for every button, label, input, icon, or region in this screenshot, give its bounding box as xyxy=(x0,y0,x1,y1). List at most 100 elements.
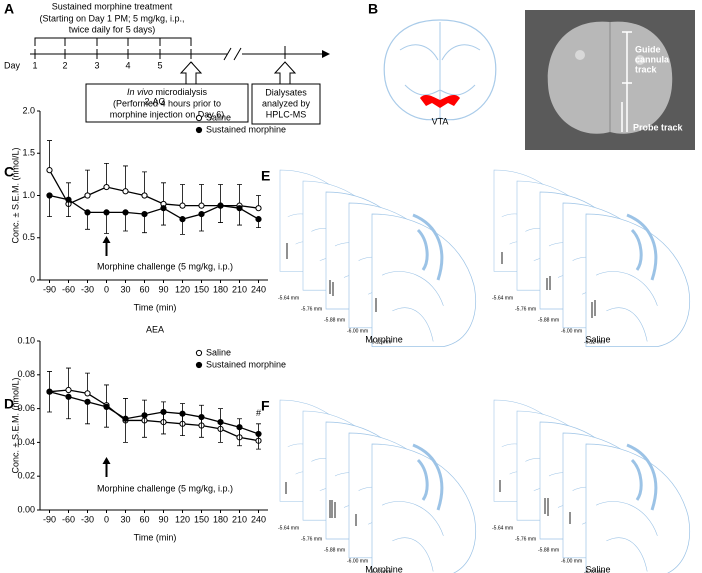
section-detail xyxy=(596,271,658,342)
panel-label: A xyxy=(4,1,14,17)
section-level: -5.76 mm xyxy=(301,306,322,312)
axis-break xyxy=(223,47,242,61)
section-detail xyxy=(596,501,658,572)
error-bar xyxy=(85,169,90,196)
x-tick-label: 150 xyxy=(194,284,209,294)
section-level: -6.00 mm xyxy=(347,558,368,564)
hippocampus xyxy=(626,443,658,511)
group-label: Morphine xyxy=(365,334,403,344)
x-tick-label: 210 xyxy=(232,514,247,524)
data-point xyxy=(65,196,72,203)
legend-marker xyxy=(195,349,203,357)
x-tick-label: 0 xyxy=(104,514,109,524)
day-label: Day xyxy=(4,60,21,70)
data-point xyxy=(160,205,167,212)
error-bar xyxy=(85,401,90,425)
section-level: -5.64 mm xyxy=(278,295,299,301)
section-level: -5.64 mm xyxy=(278,525,299,531)
error-bar xyxy=(199,184,204,206)
section-level: -6.12 mm xyxy=(584,339,605,345)
panel-label: C xyxy=(4,164,14,180)
section-level: -6.12 mm xyxy=(370,339,391,345)
data-point xyxy=(84,192,91,199)
data-point xyxy=(122,209,129,216)
section-detail xyxy=(382,271,444,342)
section-level: -6.00 mm xyxy=(347,328,368,334)
day-ticks xyxy=(34,46,286,59)
data-point xyxy=(46,167,53,174)
legend-label: Sustained morphine xyxy=(206,124,286,134)
data-point xyxy=(255,216,262,223)
legend-marker xyxy=(195,114,203,122)
data-point xyxy=(179,410,186,417)
day: 3 xyxy=(94,60,99,70)
x-tick-label: 150 xyxy=(194,514,209,524)
x-tick-label: 90 xyxy=(158,284,168,294)
hollow-arrow xyxy=(179,61,203,85)
legend-label: Saline xyxy=(206,347,231,357)
timeline: Sustained morphine treatment (Starting o… xyxy=(4,1,330,125)
legend-label: Sustained morphine xyxy=(206,359,286,369)
hippocampus xyxy=(412,443,444,511)
group-label: Saline xyxy=(585,334,610,344)
panel-label: E xyxy=(261,168,270,184)
hippocampus xyxy=(626,213,658,281)
x-tick-label: 240 xyxy=(251,284,266,294)
series-line xyxy=(49,194,259,220)
error-bar xyxy=(104,162,109,188)
hollow-arrow xyxy=(273,61,297,85)
chart-title: 2-AG xyxy=(144,96,165,106)
y-tick-label: 2.0 xyxy=(22,105,35,115)
data-point xyxy=(217,419,224,426)
error-bar xyxy=(47,371,52,392)
atlas-panel: -5.64 mm-5.76 mm-5.88 mm-6.00 mm-6.12 mm… xyxy=(278,169,476,347)
photo-label: Probe track xyxy=(633,122,684,132)
day: 5 xyxy=(157,60,162,70)
data-point xyxy=(255,205,262,212)
section-level: -5.76 mm xyxy=(301,536,322,542)
data-point xyxy=(103,403,110,411)
error-bar xyxy=(180,184,185,206)
y-axis-label: Conc. ± S.E.M. (nmol/L) xyxy=(10,378,20,474)
box-text: analyzed by xyxy=(262,98,311,108)
y-tick-label: 0.02 xyxy=(17,471,35,481)
x-tick-label: 120 xyxy=(175,514,190,524)
section-outline xyxy=(585,443,690,573)
group-label: Saline xyxy=(585,564,610,573)
x-tick-label: 60 xyxy=(139,284,149,294)
section-level: -6.12 mm xyxy=(370,569,391,573)
error-bar xyxy=(66,396,71,420)
chart-title: AEA xyxy=(146,324,164,334)
section-level: -6.00 mm xyxy=(561,328,582,334)
series-line xyxy=(49,389,259,442)
y-tick-label: 0.5 xyxy=(22,232,35,242)
y-tick-label: 0.04 xyxy=(17,437,35,447)
box xyxy=(85,83,249,123)
legend-label: Saline xyxy=(206,112,231,122)
legend-marker xyxy=(195,361,203,369)
x-tick-label: 180 xyxy=(213,284,228,294)
data-point xyxy=(84,398,91,405)
photo-label: track xyxy=(635,64,658,74)
data-point xyxy=(217,202,224,209)
photo-label: cannula xyxy=(635,54,670,64)
x-tick-label: -60 xyxy=(62,514,75,524)
section-level: -5.88 mm xyxy=(538,547,559,553)
data-point xyxy=(198,413,205,421)
day: 1 xyxy=(32,60,37,70)
y-tick-label: 1.5 xyxy=(22,148,35,158)
photo-label: Guide xyxy=(635,44,661,54)
box xyxy=(251,83,321,125)
hippocampus xyxy=(412,213,444,281)
y-tick-label: 0.08 xyxy=(17,369,35,379)
x-tick-label: -30 xyxy=(81,514,94,524)
panel-label: D xyxy=(4,396,14,412)
error-bar xyxy=(47,140,52,171)
annotation: Morphine challenge (5 mg/kg, i.p.) xyxy=(97,261,233,271)
data-point xyxy=(236,424,243,431)
timeline-title: Sustained morphine treatment xyxy=(52,1,173,11)
vta-label: VTA xyxy=(432,116,449,126)
y-tick-label: 0.06 xyxy=(17,403,35,413)
section-outline xyxy=(371,213,476,347)
